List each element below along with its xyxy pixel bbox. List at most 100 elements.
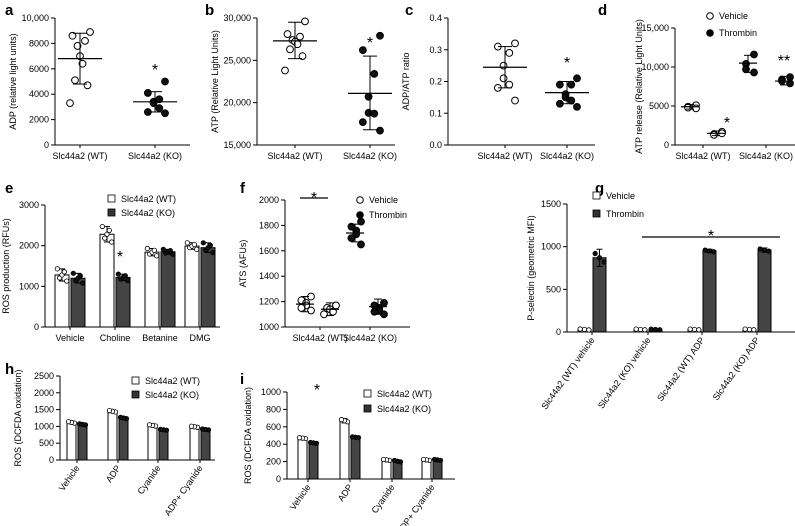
significance-marker: * xyxy=(152,62,158,79)
data-point xyxy=(68,31,77,40)
legend-label: Vehicle xyxy=(719,11,748,21)
legend-marker xyxy=(706,29,714,37)
data-point xyxy=(54,266,60,272)
x-tick-label: Slc44a2 (KO) xyxy=(540,151,594,161)
panel-h: h 0 500 1000 1500 2000 2500 ROS (DCFDA oxidatio… xyxy=(5,361,215,518)
data-point xyxy=(70,270,76,276)
data-point xyxy=(391,457,398,464)
x-tick-label: Cyanide xyxy=(370,482,397,515)
data-point xyxy=(376,31,384,40)
y-tick-label: 0.3 xyxy=(429,45,442,55)
data-point xyxy=(73,42,82,50)
legend-label: Slc44a2 (KO) xyxy=(145,390,199,400)
data-point xyxy=(370,109,379,118)
data-point xyxy=(711,249,717,255)
x-tick-label: Slc44a2 (WT) xyxy=(675,151,730,161)
data-point xyxy=(633,326,639,332)
data-point xyxy=(757,246,763,252)
data-point xyxy=(109,239,115,245)
data-point xyxy=(320,310,328,319)
legend-label: Slc44a2 (WT) xyxy=(121,194,176,204)
bar xyxy=(702,250,717,333)
data-point xyxy=(191,241,197,248)
y-axis-label: ATP release (Relative Light Units) xyxy=(634,19,644,154)
data-point xyxy=(376,126,384,135)
panel-c: c 0.0 0.1 0.2 0.3 0.4 ADP/ATP ratio Slc44a2 (WT… xyxy=(401,2,595,161)
legend-swatch xyxy=(131,376,140,385)
data-point xyxy=(505,80,514,89)
legend-label: Thrombin xyxy=(606,209,644,219)
bar xyxy=(158,429,169,461)
data-point xyxy=(106,227,112,234)
bar xyxy=(160,251,176,328)
data-point xyxy=(347,234,356,243)
x-tick-label: Slc44a2 (KO) vehicle xyxy=(596,335,653,410)
panel-letter: i xyxy=(240,371,244,388)
legend-swatch xyxy=(363,389,372,398)
y-tick-label: 10,000 xyxy=(21,13,49,23)
legend-marker xyxy=(356,196,364,204)
data-point xyxy=(586,327,592,333)
data-point xyxy=(687,326,693,332)
legend-label: Slc44a2 (WT) xyxy=(377,389,432,399)
data-point xyxy=(86,28,94,36)
data-point xyxy=(64,278,70,284)
data-point xyxy=(106,408,113,414)
y-tick-label: 3000 xyxy=(19,200,39,210)
bar xyxy=(339,420,350,480)
data-point xyxy=(357,240,365,249)
x-tick-label: ADP+ Cyanide xyxy=(162,463,204,517)
x-tick-label: DMG xyxy=(190,333,211,343)
y-tick-label: 0 xyxy=(44,140,49,150)
y-tick-label: 200 xyxy=(266,457,281,467)
bar xyxy=(184,245,200,328)
data-point xyxy=(115,271,121,277)
y-tick-label: 2000 xyxy=(34,388,54,398)
x-tick-label: Slc44a2 (KO) xyxy=(343,333,397,343)
data-point xyxy=(78,59,87,68)
data-point xyxy=(210,249,216,256)
data-point xyxy=(167,247,173,254)
data-point xyxy=(420,456,427,463)
x-tick-label: Slc44a2 (WT) xyxy=(292,333,347,343)
x-tick-label: Slc44a2 (WT) vehicle xyxy=(539,335,596,411)
data-point xyxy=(281,66,289,75)
y-tick-label: 1600 xyxy=(259,246,279,256)
data-point xyxy=(358,118,367,127)
bar xyxy=(308,442,319,480)
data-point xyxy=(65,419,72,425)
data-point xyxy=(592,250,598,257)
significance-marker: * xyxy=(564,55,570,72)
data-point xyxy=(567,80,576,89)
y-tick-label: 0 xyxy=(49,455,54,465)
x-tick-label: Choline xyxy=(100,333,131,343)
bar xyxy=(118,417,129,461)
legend-swatch xyxy=(107,208,116,217)
bar xyxy=(757,249,772,333)
y-tick-label: 1200 xyxy=(259,297,279,307)
data-point xyxy=(199,426,206,432)
y-tick-label: 15,000 xyxy=(223,140,251,150)
data-point xyxy=(194,246,200,252)
x-tick-label: Slc44a2 (WT) xyxy=(477,151,532,161)
data-point xyxy=(283,30,292,38)
x-tick-label: Slc44a2 (KO) xyxy=(128,151,182,161)
data-point xyxy=(149,99,158,107)
significance-marker: * xyxy=(367,35,373,52)
panel-letter: d xyxy=(598,2,607,19)
data-point xyxy=(157,426,164,432)
data-point xyxy=(499,74,508,83)
data-point xyxy=(81,36,89,45)
significance-marker: * xyxy=(314,382,320,399)
y-tick-label: 2000 xyxy=(19,241,39,251)
data-point xyxy=(99,223,105,230)
x-tick-label: ADP xyxy=(104,463,123,484)
x-tick-label: Slc44a2 (KO) ADP xyxy=(711,335,762,402)
y-tick-label: 25,000 xyxy=(223,55,251,65)
panel-letter: b xyxy=(205,2,214,19)
legend-marker xyxy=(356,211,364,219)
data-point xyxy=(184,240,190,246)
y-tick-label: 800 xyxy=(266,404,281,414)
data-point xyxy=(160,246,166,252)
